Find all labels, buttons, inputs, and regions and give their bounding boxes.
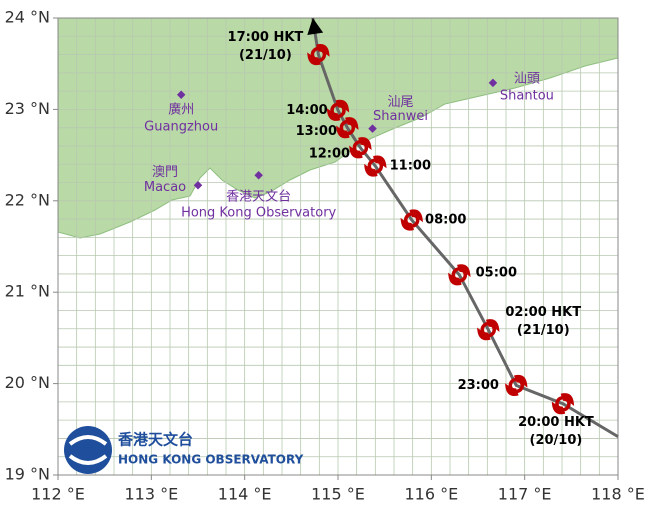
typhoon-symbol xyxy=(307,43,330,66)
city-name-en: Shanwei xyxy=(373,109,428,124)
time-label: 20:00 HKT xyxy=(518,415,594,430)
city-name-en: Macao xyxy=(144,180,186,195)
city-marker xyxy=(176,90,186,100)
y-tick-label: 24 °N xyxy=(5,8,50,27)
time-label: 05:00 xyxy=(476,265,517,280)
x-tick-label: 116 °E xyxy=(404,485,458,504)
typhoon-symbol xyxy=(326,99,350,121)
typhoon-eye xyxy=(508,377,525,394)
city-name-en: Guangzhou xyxy=(144,119,218,134)
typhoon-symbol xyxy=(448,264,471,286)
typhoon-symbol xyxy=(400,209,423,231)
typhoon-eye xyxy=(330,102,346,119)
time-label: 14:00 xyxy=(286,103,327,118)
y-tick-label: 22 °N xyxy=(5,190,50,209)
typhoon-eye xyxy=(310,46,327,63)
typhoon-symbol xyxy=(364,155,387,177)
typhoon-symbol xyxy=(349,137,372,159)
x-tick-label: 115 °E xyxy=(311,485,365,504)
time-label: 17:00 HKT xyxy=(228,30,304,45)
x-tick-label: 117 °E xyxy=(498,485,552,504)
x-tick-label: 112 °E xyxy=(31,485,85,504)
time-label: 23:00 xyxy=(458,378,499,393)
time-label: (20/10) xyxy=(530,433,583,448)
logo-emblem-mark xyxy=(68,435,108,465)
city-name-zh: 澳門 xyxy=(152,164,178,180)
track-layer: 17:00 HKT (21/10) 14:00 13:00 12:00 11:00 08:0… xyxy=(228,17,619,448)
city-name-zh: 汕尾 xyxy=(388,95,414,110)
city-name-zh: 汕頭 xyxy=(514,71,540,86)
x-tick-label: 113 °E xyxy=(124,485,178,504)
city-marker xyxy=(254,170,263,180)
time-label: 02:00 HKT xyxy=(505,305,581,320)
typhoon-symbol xyxy=(336,117,359,139)
x-tick-label: 114 °E xyxy=(218,485,272,504)
typhoon-eye xyxy=(352,140,369,156)
city-marker xyxy=(488,78,498,88)
time-label: (21/10) xyxy=(517,323,570,338)
typhoon-eye xyxy=(555,395,571,412)
city-name-zh: 廣州 xyxy=(168,102,194,117)
city-name-en: Hong Kong Observatory xyxy=(181,206,336,221)
logo-name-en: HONG KONG OBSERVATORY xyxy=(118,453,304,467)
typhoon-eye xyxy=(403,212,420,228)
logo-emblem xyxy=(64,426,112,474)
city-marker xyxy=(193,181,203,190)
logo-name-zh: 香港天文台 xyxy=(118,431,193,449)
city-marker xyxy=(368,124,377,133)
time-label: (21/10) xyxy=(239,48,292,63)
time-label: 11:00 xyxy=(390,159,431,174)
typhoon-eye xyxy=(480,321,497,338)
typhoon-eye xyxy=(339,119,356,136)
city-name-en: Shantou xyxy=(500,88,554,103)
typhoon-symbol xyxy=(505,374,528,396)
track-arrow xyxy=(307,18,324,36)
y-tick-label: 19 °N xyxy=(5,465,50,484)
city-name-zh: 香港天文台 xyxy=(226,190,291,205)
logo: 香港天文台 HONG KONG OBSERVATORY xyxy=(64,426,304,474)
typhoon-symbol xyxy=(551,393,575,415)
y-tick-label: 23 °N xyxy=(5,99,50,118)
grid xyxy=(58,18,618,475)
typhoon-eye xyxy=(367,158,384,174)
typhoon-eye xyxy=(451,267,468,283)
y-tick-label: 20 °N xyxy=(5,373,50,392)
x-tick-label: 118 °E xyxy=(591,485,645,504)
track-line xyxy=(311,17,619,438)
y-tick-label: 21 °N xyxy=(5,282,50,301)
typhoon-symbol xyxy=(477,319,500,341)
time-label: 12:00 xyxy=(309,146,350,161)
time-label: 13:00 xyxy=(296,124,337,139)
time-label: 08:00 xyxy=(425,212,466,227)
